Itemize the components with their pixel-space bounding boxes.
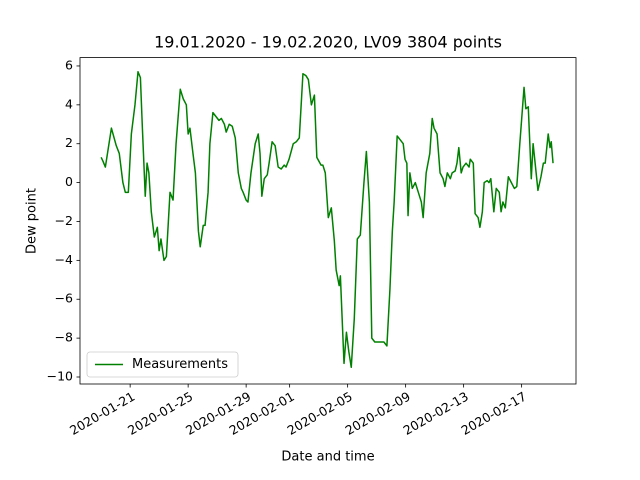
data-line (100, 71, 554, 369)
legend-box (86, 351, 239, 378)
y-tick-label: 4 (65, 96, 73, 111)
y-axis-label: Dew point (25, 188, 40, 254)
x-axis-label: Date and time (281, 450, 374, 465)
chart-title: 19.01.2020 - 19.02.2020, LV09 3804 point… (154, 33, 502, 52)
legend-label: Measurements (132, 357, 228, 372)
y-tick-label: 2 (65, 135, 73, 150)
plot-frame (79, 57, 577, 385)
y-tick-label: −2 (55, 213, 73, 228)
y-tick-label: −8 (55, 330, 73, 345)
y-tick-label: 6 (65, 57, 73, 72)
y-tick-label: −6 (55, 291, 73, 306)
y-tick-label: −4 (55, 252, 73, 267)
y-tick-label: 0 (65, 174, 73, 189)
y-tick-label: −10 (47, 369, 73, 384)
